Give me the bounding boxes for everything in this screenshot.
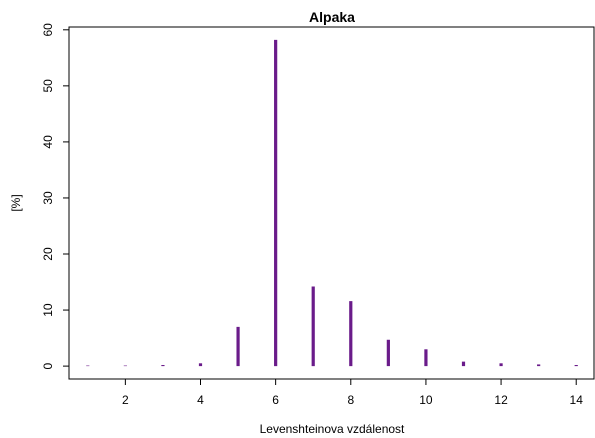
- x-tick-label-14: 14: [570, 393, 584, 407]
- y-tick-label-50: 50: [41, 79, 55, 93]
- y-tick-label-10: 10: [41, 303, 55, 317]
- chart-title: Alpaka: [309, 9, 355, 25]
- y-tick-label-30: 30: [41, 191, 55, 205]
- x-tick-label-12: 12: [494, 393, 508, 407]
- x-tick-label-10: 10: [419, 393, 433, 407]
- y-tick-label-60: 60: [41, 23, 55, 37]
- x-tick-label-8: 8: [347, 393, 354, 407]
- y-tick-label-40: 40: [41, 135, 55, 149]
- x-axis: 2 4 6 8 10 12 14: [122, 379, 583, 407]
- x-tick-label-4: 4: [197, 393, 204, 407]
- x-tick-label-2: 2: [122, 393, 129, 407]
- y-axis-title: [%]: [9, 194, 23, 211]
- y-tick-label-20: 20: [41, 247, 55, 261]
- y-axis: 0 10 20 30 40 50 60: [41, 23, 69, 369]
- bars-group: [86, 39, 578, 367]
- x-tick-label-6: 6: [272, 393, 279, 407]
- plot-border: [68, 26, 595, 380]
- y-tick-label-0: 0: [41, 362, 55, 369]
- plot-frame: [68, 26, 595, 380]
- x-axis-title: Levenshteinova vzdálenost: [260, 422, 405, 436]
